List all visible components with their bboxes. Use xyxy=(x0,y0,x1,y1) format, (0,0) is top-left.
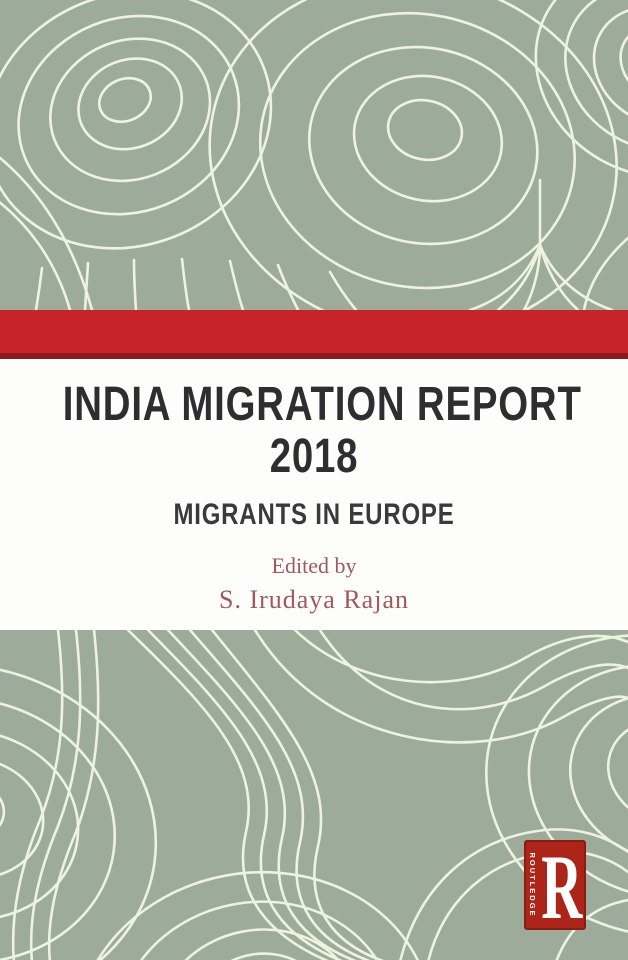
book-title: INDIA MIGRATION REPORT 2018 xyxy=(62,378,582,483)
book-title-line-2: 2018 xyxy=(269,430,359,483)
book-title-line-1: INDIA MIGRATION REPORT xyxy=(62,378,582,431)
routledge-logo: ROUTLEDGE R xyxy=(524,840,586,930)
routledge-r-icon: R xyxy=(540,840,582,930)
editor-name: S. Irudaya Rajan xyxy=(218,585,409,614)
book-subtitle: MIGRANTS IN EUROPE xyxy=(173,498,455,531)
routledge-wordmark: ROUTLEDGE xyxy=(528,852,537,918)
title-panel: INDIA MIGRATION REPORT 2018 MIGRANTS IN … xyxy=(0,359,628,630)
red-accent-band xyxy=(0,310,628,359)
edited-by-label: Edited by xyxy=(271,553,357,578)
